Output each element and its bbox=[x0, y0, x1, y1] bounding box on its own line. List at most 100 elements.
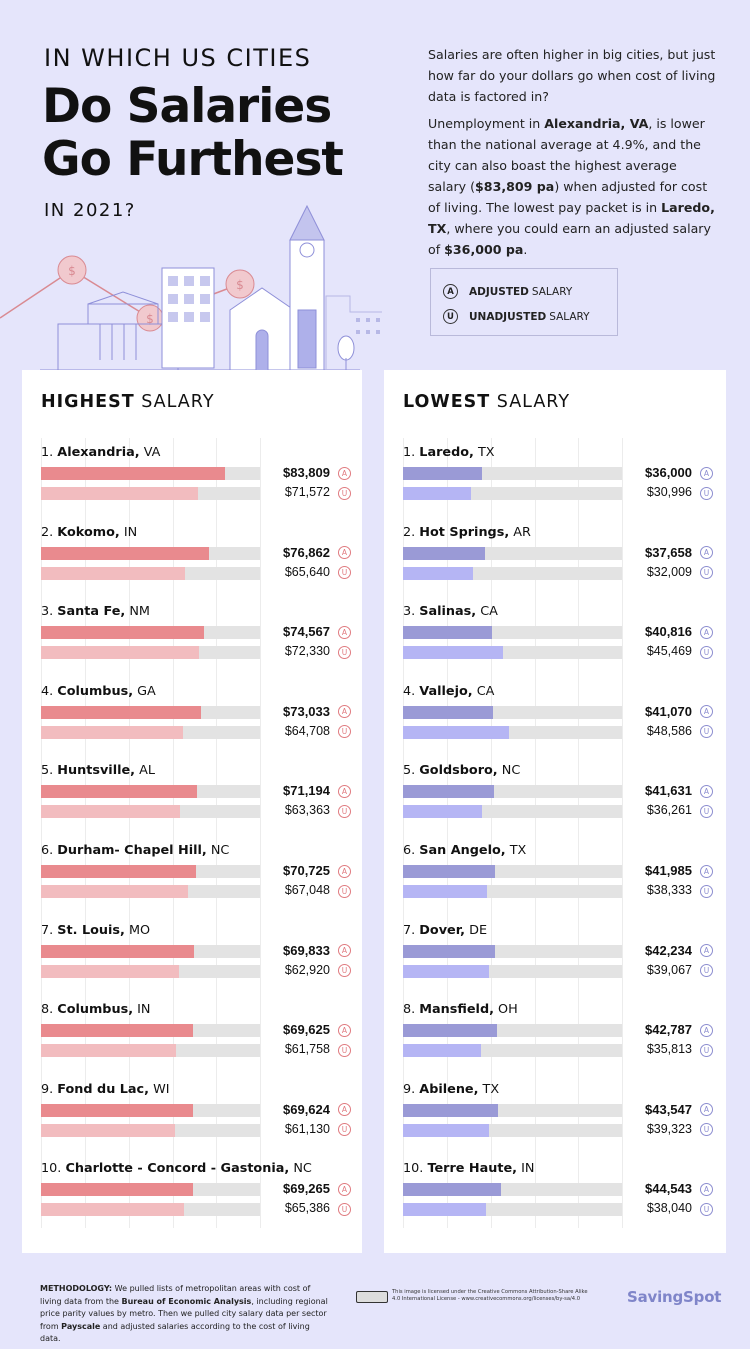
city-name: San Angelo, bbox=[419, 843, 506, 858]
city-item: 1. Alexandria, VA $83,809 A $71,572 U bbox=[41, 445, 353, 525]
city-item: 8. Columbus, IN $69,625 A $61,758 U bbox=[41, 1002, 353, 1082]
adjusted-row: $83,809 A bbox=[41, 465, 353, 480]
unadjusted-badge-icon: U bbox=[338, 884, 351, 898]
adjusted-bar bbox=[41, 785, 197, 799]
city-rank: 6. bbox=[41, 843, 54, 858]
gridline bbox=[403, 438, 404, 1228]
city-rank: 10. bbox=[41, 1161, 62, 1177]
unadjusted-badge-icon: U bbox=[700, 1123, 713, 1137]
adjusted-row: $69,625 A bbox=[41, 1022, 353, 1038]
adjusted-row: $40,816 A bbox=[403, 624, 715, 640]
unadjusted-badge-icon: U bbox=[700, 804, 713, 818]
unadjusted-badge-icon: U bbox=[338, 645, 351, 659]
adjusted-row: $71,194 A bbox=[41, 783, 353, 799]
city-item: 9. Abilene, TX $43,547 A $39,323 U bbox=[403, 1082, 715, 1162]
gridline bbox=[491, 438, 492, 1228]
adjusted-bar bbox=[403, 865, 495, 878]
panel-title-rest: SALARY bbox=[141, 392, 215, 412]
unadjusted-row: $61,130 U bbox=[41, 1122, 353, 1137]
gridline bbox=[216, 438, 217, 1228]
adjusted-badge-icon: A bbox=[700, 1103, 713, 1117]
adjusted-badge-icon: A bbox=[338, 944, 351, 958]
city-name: Durham- Chapel Hill, bbox=[57, 843, 207, 858]
panel-title-rest: SALARY bbox=[496, 392, 571, 412]
methodology-note: METHODOLOGY: We pulled lists of metropol… bbox=[40, 1283, 330, 1346]
legend-unadjusted: U UNADJUSTED SALARY bbox=[443, 304, 617, 329]
city-name: Kokomo, bbox=[57, 524, 120, 540]
methodology-source: Bureau of Economic Analysis bbox=[121, 1296, 252, 1306]
adjusted-badge-icon: A bbox=[700, 1182, 713, 1196]
city-state: CA bbox=[480, 604, 498, 620]
city-item: 6. Durham- Chapel Hill, NC $70,725 A $67,04… bbox=[41, 843, 353, 923]
city-rank: 9. bbox=[41, 1081, 54, 1097]
unadjusted-row: $64,708 U bbox=[41, 724, 353, 739]
city-state: MO bbox=[128, 922, 151, 938]
title-year: IN 2021? bbox=[44, 200, 136, 221]
adjusted-badge-icon: A bbox=[338, 546, 351, 560]
unadjusted-value: $72,330 bbox=[284, 644, 330, 659]
adjusted-value: $41,985 bbox=[645, 863, 692, 878]
adjusted-bar bbox=[403, 785, 495, 799]
unadjusted-value: $35,813 bbox=[646, 1042, 692, 1057]
unadjusted-badge-icon: U bbox=[700, 566, 713, 580]
unadjusted-badge-icon: U bbox=[700, 964, 713, 978]
svg-text:$: $ bbox=[146, 312, 154, 326]
unadjusted-row: $35,813 U bbox=[403, 1042, 715, 1058]
unadjusted-row: $32,009 U bbox=[403, 565, 715, 580]
adjusted-bar bbox=[41, 467, 225, 480]
city-item: 7. Dover, DE $42,234 A $39,067 U bbox=[403, 923, 715, 1003]
city-illustration: $ $ $ bbox=[0, 204, 382, 371]
adjusted-row: $44,543 A bbox=[403, 1181, 715, 1197]
adjusted-badge-icon: A bbox=[338, 784, 351, 798]
unadjusted-bar bbox=[41, 566, 185, 580]
city-rank: 5. bbox=[41, 763, 54, 779]
intro-text: Salaries are often higher in big cities,… bbox=[428, 44, 718, 266]
intro-p2-text: Unemployment in bbox=[428, 116, 545, 131]
unadjusted-bar bbox=[41, 1044, 177, 1058]
legend-unadjusted-bold: UNADJUSTED bbox=[469, 310, 547, 323]
adjusted-value: $37,658 bbox=[645, 544, 692, 560]
gridline bbox=[41, 438, 42, 1228]
city-rank: 1. bbox=[403, 445, 416, 460]
adjusted-bar bbox=[41, 626, 205, 640]
city-name: Charlotte - Concord - Gastonia, bbox=[65, 1161, 290, 1177]
city-state: IN bbox=[123, 524, 138, 540]
unadjusted-value: $65,386 bbox=[284, 1201, 330, 1216]
adjusted-value: $69,625 bbox=[283, 1022, 330, 1038]
adjusted-bar bbox=[41, 705, 201, 719]
city-state: NC bbox=[501, 763, 521, 779]
unadjusted-value: $67,048 bbox=[284, 883, 330, 897]
adjusted-bar bbox=[403, 1183, 501, 1197]
city-item: 2. Hot Springs, AR $37,658 A $32,009 U bbox=[403, 525, 715, 605]
adjusted-badge-icon: A bbox=[338, 864, 351, 878]
city-item: 9. Fond du Lac, WI $69,624 A $61,130 U bbox=[41, 1082, 353, 1162]
unadjusted-row: $48,586 U bbox=[403, 724, 715, 739]
unadjusted-value: $30,996 bbox=[646, 485, 692, 499]
city-rank: 5. bbox=[403, 763, 416, 779]
gridline bbox=[129, 438, 130, 1228]
city-rank: 7. bbox=[41, 922, 54, 938]
city-state: TX bbox=[482, 1081, 500, 1097]
unadjusted-row: $65,640 U bbox=[41, 565, 353, 580]
city-label: 9. Fond du Lac, WI bbox=[41, 1082, 170, 1097]
adjusted-bar bbox=[403, 944, 496, 958]
unadjusted-row: $38,040 U bbox=[403, 1201, 715, 1217]
city-name: St. Louis, bbox=[57, 922, 125, 938]
city-name: Alexandria, bbox=[57, 445, 140, 460]
city-state: OH bbox=[498, 1002, 518, 1018]
intro-p2-text: , where you could earn an adjusted salar… bbox=[428, 221, 711, 257]
city-item: 10. Charlotte - Concord - Gastonia, NC $6… bbox=[41, 1161, 353, 1241]
adjusted-badge-icon: A bbox=[338, 1103, 351, 1117]
unadjusted-row: $45,469 U bbox=[403, 644, 715, 660]
adjusted-badge-icon: A bbox=[700, 864, 713, 878]
city-state: CA bbox=[476, 683, 495, 699]
city-rank: 8. bbox=[403, 1002, 416, 1018]
gridline bbox=[578, 438, 579, 1228]
city-name: Goldsboro, bbox=[419, 763, 498, 779]
city-label: 8. Columbus, IN bbox=[41, 1002, 151, 1017]
adjusted-bar bbox=[403, 546, 486, 560]
svg-text:$: $ bbox=[236, 278, 244, 292]
unadjusted-value: $62,920 bbox=[284, 962, 330, 977]
intro-p2-highlight: $83,809 pa bbox=[475, 179, 555, 194]
unadjusted-row: $67,048 U bbox=[41, 883, 353, 898]
